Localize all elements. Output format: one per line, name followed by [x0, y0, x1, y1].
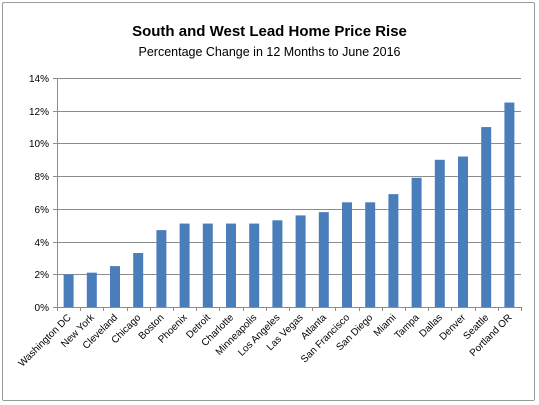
- y-tick-label: 12%: [29, 107, 49, 118]
- chart-title: South and West Lead Home Price Rise: [132, 23, 407, 40]
- y-tick-label: 6%: [35, 205, 50, 216]
- bar: [388, 194, 399, 307]
- bar: [249, 223, 260, 307]
- bar: [86, 272, 97, 307]
- y-tick-label: 14%: [29, 74, 49, 85]
- bars: [63, 102, 515, 308]
- bar: [342, 202, 352, 307]
- bar: [411, 177, 422, 307]
- y-tick-label: 8%: [35, 172, 50, 183]
- y-tick-label: 10%: [29, 139, 49, 150]
- chart-frame: [2, 2, 535, 401]
- bar: [434, 159, 445, 307]
- bar: [133, 253, 144, 307]
- y-tick-label: 0%: [35, 303, 50, 314]
- x-tick-label: Tampa: [393, 312, 422, 341]
- bar: [365, 202, 376, 307]
- chart-subtitle: Percentage Change in 12 Months to June 2…: [138, 45, 401, 59]
- bar: [156, 230, 167, 307]
- y-tick-label: 4%: [35, 238, 50, 249]
- bar: [110, 266, 120, 307]
- bar: [295, 215, 306, 307]
- y-tick-label: 2%: [35, 270, 50, 281]
- bar: [318, 212, 329, 307]
- bar: [504, 102, 515, 308]
- y-axis: 0% 2% 4% 6% 8% 10% 12% 14%: [29, 74, 58, 314]
- gridlines: [57, 78, 521, 308]
- bar: [458, 156, 468, 307]
- bar: [226, 223, 236, 307]
- bar: [179, 223, 190, 307]
- bar: [63, 274, 74, 307]
- bar: [481, 127, 492, 307]
- bar: [202, 223, 213, 307]
- x-tick-label: Denver: [438, 312, 469, 343]
- bar: [272, 220, 283, 307]
